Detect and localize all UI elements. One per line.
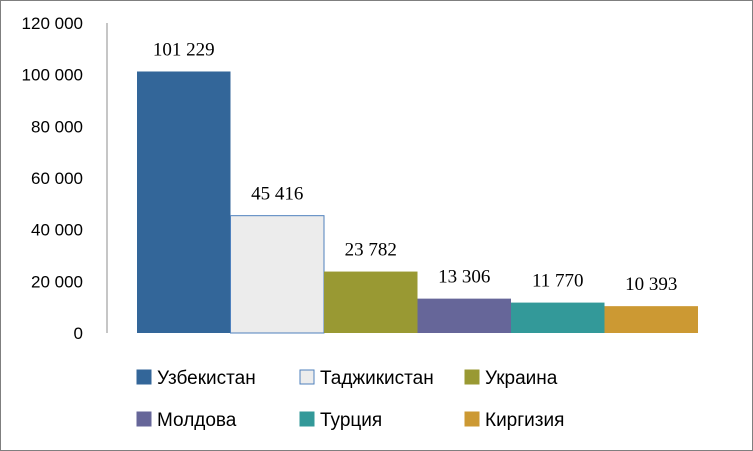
y-tick-label: 120 000 [22,14,83,33]
legend-item: Киргизия [464,410,564,431]
legend-swatch [464,369,480,385]
data-label: 45 416 [251,184,303,205]
legend-swatch [299,411,315,427]
data-label: 13 306 [438,267,490,288]
data-label: 11 770 [532,271,584,292]
legend-label: Турция [320,410,382,431]
legend-item: Молдова [136,410,237,431]
legend-swatch [299,369,315,385]
legend-label: Киргизия [485,410,564,431]
legend-item: Узбекистан [136,368,256,389]
legend-label: Украина [485,368,558,389]
bar [230,215,325,334]
y-tick-label: 80 000 [31,117,83,136]
y-tick-label: 100 000 [22,66,83,85]
y-tick-label: 60 000 [31,169,83,188]
legend-label: Узбекистан [157,368,256,389]
bar [417,298,511,333]
legend-label: Таджикистан [320,368,434,389]
legend-swatch [136,369,152,385]
legend-swatch [136,411,152,427]
bar [511,302,605,333]
data-label: 10 393 [625,274,677,295]
bars [137,71,698,334]
legend-item: Турция [299,410,382,431]
bar [324,271,418,333]
legend-label: Молдова [157,410,237,431]
data-label: 23 782 [345,240,397,261]
legend-item: Украина [464,368,558,389]
data-label: 101 229 [153,39,215,60]
legend: Узбекистан Таджикистан Украина Молдова Турци… [136,368,564,431]
bar [137,71,231,333]
y-tick-label: 40 000 [31,221,83,240]
legend-item: Таджикистан [299,368,434,389]
data-labels: 101 229 45 416 23 782 13 306 11 770 10 393 [153,39,678,295]
y-tick-label: 0 [74,324,83,343]
y-axis-ticks: 0 20 000 40 000 60 000 80 000 100 000 120 000 [22,14,83,343]
bar [604,306,698,333]
y-tick-label: 20 000 [31,272,83,291]
legend-swatch [464,411,480,427]
